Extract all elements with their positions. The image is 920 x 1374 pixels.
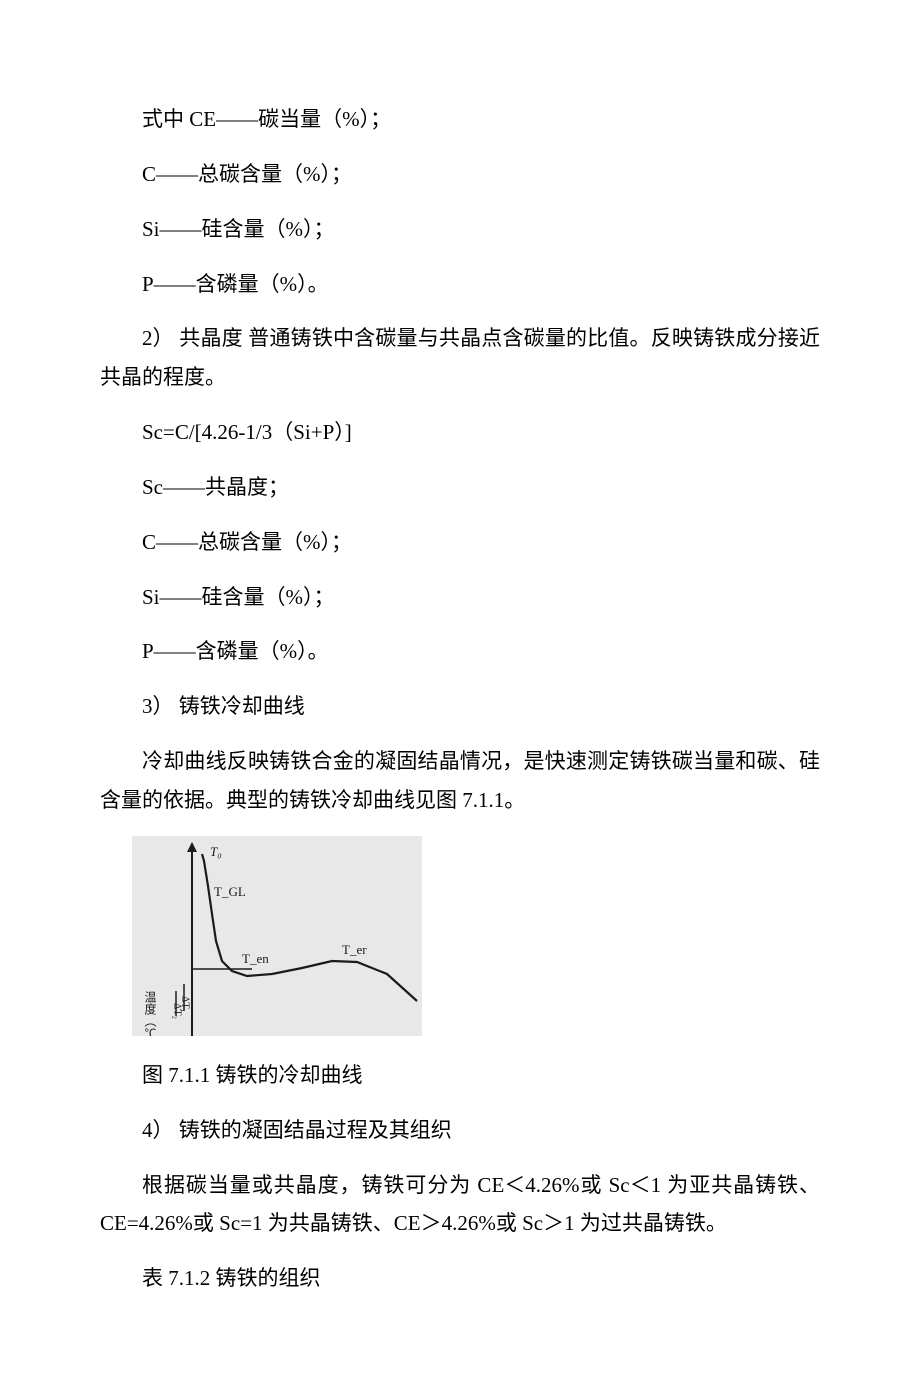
table-caption: 表 7.1.2 铸铁的组织 (100, 1259, 820, 1298)
label-t0: T₀ (210, 844, 222, 859)
para-eutectic-degree: 2） 共晶度 普通铸铁中含碳量与共晶点含碳量的比值。反映铸铁成分接近共晶的程度。 (100, 319, 820, 397)
line-c-def2: C——总碳含量（%）； (100, 523, 820, 562)
label-y-axis: 温度（℃） (143, 990, 157, 1035)
label-dt2: ΔT₂ (172, 1003, 183, 1019)
cooling-curve-svg: T₀ T_GL T_en T_er 温度（℃） ΔT₁ ΔT₂ (132, 836, 422, 1036)
line-c-def: C——总碳含量（%）； (100, 155, 820, 194)
figure-container: T₀ T_GL T_en T_er 温度（℃） ΔT₁ ΔT₂ (100, 836, 820, 1036)
cooling-curve-figure: T₀ T_GL T_en T_er 温度（℃） ΔT₁ ΔT₂ (132, 836, 422, 1036)
line-p-def: P——含磷量（%）。 (100, 265, 820, 304)
line-si-def2: Si——硅含量（%）； (100, 578, 820, 617)
para-classification: 根据碳当量或共晶度，铸铁可分为 CE＜4.26%或 Sc＜1 为亚共晶铸铁、CE… (100, 1166, 820, 1244)
line-p-def2: P——含磷量（%）。 (100, 632, 820, 671)
label-ten: T_en (242, 951, 269, 966)
line-ce-def: 式中 CE——碳当量（%）； (100, 100, 820, 139)
label-tgl: T_GL (214, 884, 246, 899)
figure-caption: 图 7.1.1 铸铁的冷却曲线 (100, 1056, 820, 1095)
formula-sc: Sc=C/[4.26-1/3（Si+P）] (100, 413, 820, 452)
line-sc-def: Sc——共晶度； (100, 468, 820, 507)
heading-cooling-curve: 3） 铸铁冷却曲线 (100, 687, 820, 726)
para-cooling-curve: 冷却曲线反映铸铁合金的凝固结晶情况，是快速测定铸铁碳当量和碳、硅含量的依据。典型… (100, 742, 820, 820)
label-ter: T_er (342, 942, 367, 957)
line-si-def: Si——硅含量（%）； (100, 210, 820, 249)
heading-solidification: 4） 铸铁的凝固结晶过程及其组织 (100, 1111, 820, 1150)
